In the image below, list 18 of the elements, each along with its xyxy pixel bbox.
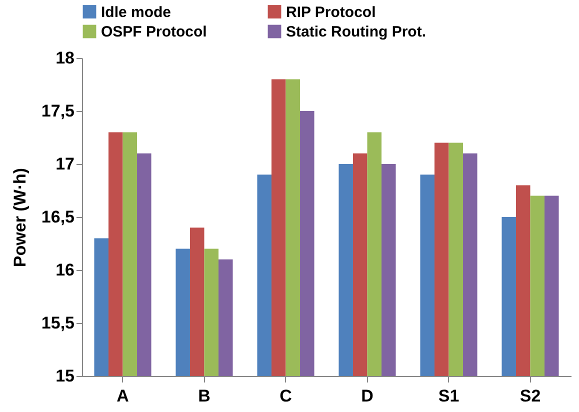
- legend-label: Idle mode: [101, 4, 172, 21]
- x-tick-label: D: [361, 386, 374, 406]
- y-tick-label: 17: [56, 154, 74, 174]
- y-tick-label: 16,5: [41, 208, 74, 226]
- x-tick-label: S1: [438, 386, 460, 406]
- x-tick-label: S2: [520, 386, 541, 406]
- y-tick-label: 15,5: [41, 314, 74, 332]
- y-tick-label: 18: [56, 48, 74, 68]
- y-tick-label: 15: [56, 366, 74, 386]
- x-tick-label: C: [280, 386, 292, 406]
- legend-label: RIP Protocol: [286, 4, 376, 21]
- x-tick-label: B: [198, 386, 210, 406]
- legend-label: OSPF Protocol: [101, 24, 207, 40]
- x-tick-label: A: [116, 386, 129, 406]
- legend-label: Static Routing Prot.: [286, 24, 426, 40]
- y-tick-label: 16: [56, 260, 74, 280]
- y-tick-label: 17,5: [41, 102, 74, 120]
- y-axis-title: Power (W·h): [10, 168, 30, 268]
